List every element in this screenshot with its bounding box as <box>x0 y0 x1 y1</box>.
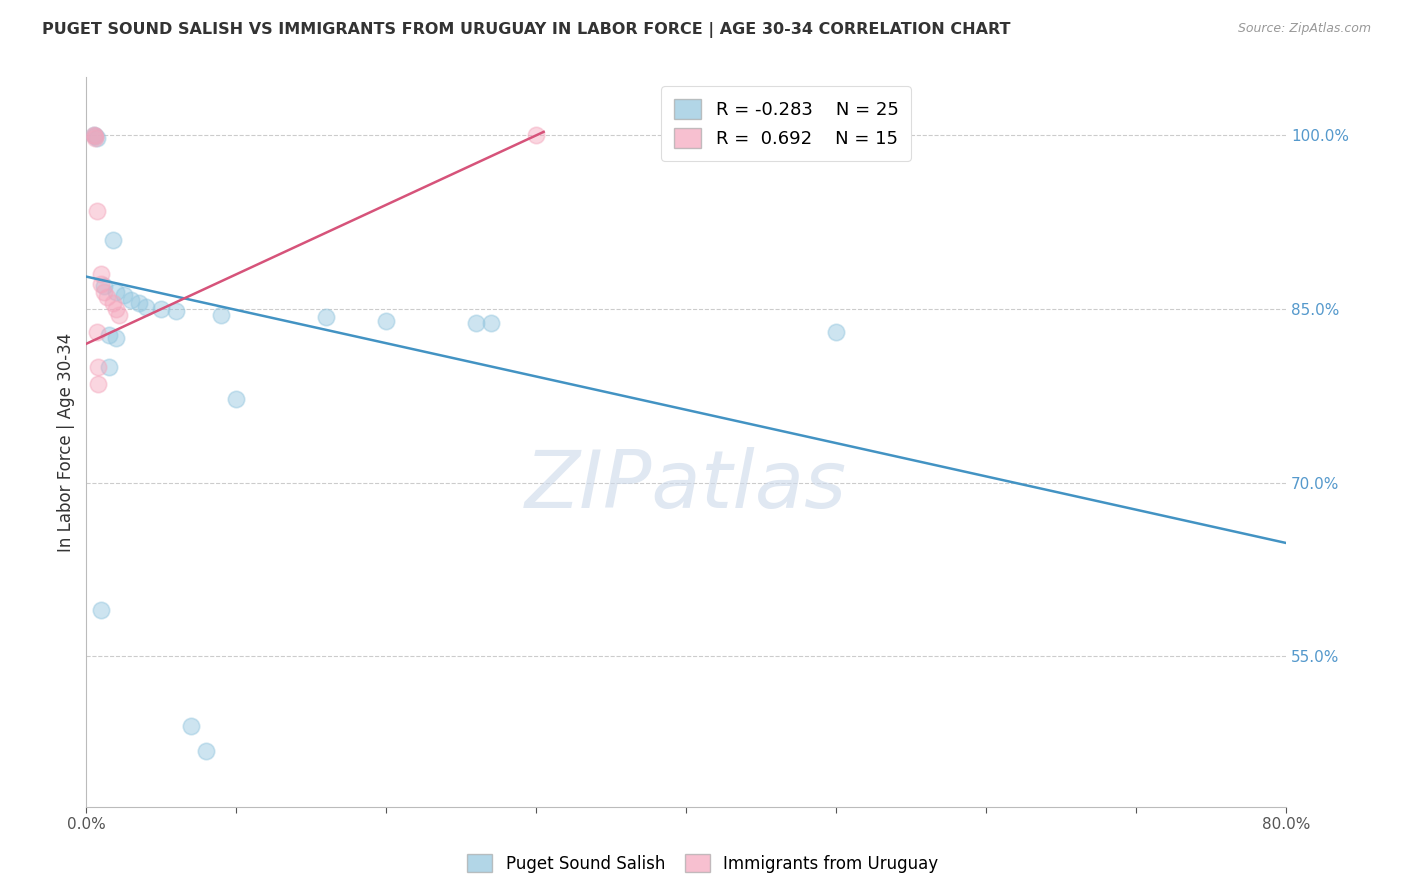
Point <box>93 285 115 299</box>
Point <box>225 392 247 407</box>
Point <box>90 603 112 617</box>
Point <box>105 331 128 345</box>
Point <box>86 130 108 145</box>
Point <box>84 129 107 144</box>
Point <box>375 313 398 327</box>
Point <box>465 316 488 330</box>
Point <box>105 301 128 316</box>
Point <box>93 278 115 293</box>
Point <box>135 300 157 314</box>
Point <box>83 128 105 143</box>
Point <box>195 744 218 758</box>
Point <box>96 290 118 304</box>
Point <box>128 296 150 310</box>
Text: Source: ZipAtlas.com: Source: ZipAtlas.com <box>1237 22 1371 36</box>
Point <box>84 130 107 145</box>
Point <box>97 327 120 342</box>
Point <box>84 129 107 144</box>
Point <box>86 203 108 218</box>
Text: PUGET SOUND SALISH VS IMMIGRANTS FROM URUGUAY IN LABOR FORCE | AGE 30-34 CORRELA: PUGET SOUND SALISH VS IMMIGRANTS FROM UR… <box>42 22 1011 38</box>
Point <box>315 310 337 325</box>
Point <box>165 304 187 318</box>
Point <box>83 128 105 143</box>
Point <box>87 359 110 374</box>
Point <box>112 288 135 302</box>
Point <box>180 719 202 733</box>
Point <box>90 268 112 282</box>
Point <box>90 277 112 291</box>
Point <box>108 308 131 322</box>
Point <box>825 325 848 339</box>
Point <box>524 128 547 143</box>
Text: ZIPatlas: ZIPatlas <box>524 447 848 525</box>
Point <box>120 293 142 307</box>
Point <box>97 359 120 374</box>
Point <box>105 285 128 299</box>
Point <box>86 325 108 339</box>
Point <box>87 377 110 392</box>
Point <box>103 233 125 247</box>
Legend: R = -0.283    N = 25, R =  0.692    N = 15: R = -0.283 N = 25, R = 0.692 N = 15 <box>661 87 911 161</box>
Point <box>103 296 125 310</box>
Point <box>479 316 502 330</box>
Point <box>209 308 232 322</box>
Point <box>150 301 173 316</box>
Legend: Puget Sound Salish, Immigrants from Uruguay: Puget Sound Salish, Immigrants from Urug… <box>461 847 945 880</box>
Y-axis label: In Labor Force | Age 30-34: In Labor Force | Age 30-34 <box>58 333 75 552</box>
